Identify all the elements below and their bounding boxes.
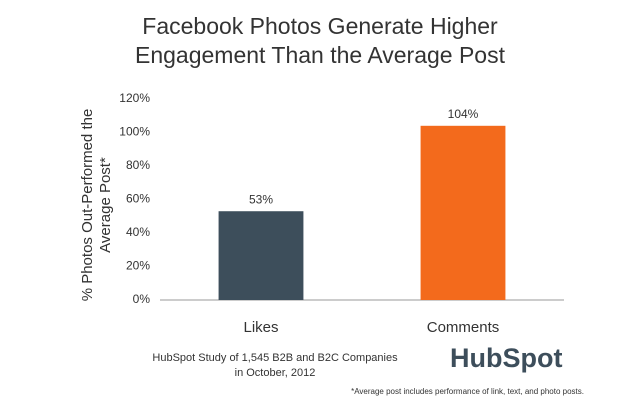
y-axis-title: % Photos Out-Performed the Average Post*: [79, 109, 114, 302]
x-tick-label: Comments: [427, 319, 500, 336]
footnote: *Average post includes performance of li…: [351, 387, 584, 396]
y-tick-label: 0%: [133, 292, 151, 306]
value-label: 104%: [448, 107, 479, 121]
y-tick-label: 60%: [126, 192, 150, 206]
bar: [218, 211, 304, 300]
y-tick-label: 100%: [119, 125, 150, 139]
logo: HubSpot: [450, 343, 562, 373]
bar: [420, 125, 506, 300]
chart-title: Facebook Photos Generate Higher: [142, 13, 498, 39]
y-tick-label: 20%: [126, 259, 150, 273]
source: in October, 2012: [235, 367, 316, 379]
y-axis-title-line: % Photos Out-Performed the: [79, 109, 96, 302]
chart-title: Engagement Than the Average Post: [135, 42, 506, 68]
x-tick-label: Likes: [243, 319, 278, 336]
y-tick-label: 80%: [126, 158, 150, 172]
source: HubSpot Study of 1,545 B2B and B2C Compa…: [152, 352, 398, 364]
y-tick-label: 120%: [119, 91, 150, 105]
y-axis-title-line: Average Post*: [97, 157, 114, 253]
value-label: 53%: [249, 192, 273, 206]
y-tick-label: 40%: [126, 225, 150, 239]
